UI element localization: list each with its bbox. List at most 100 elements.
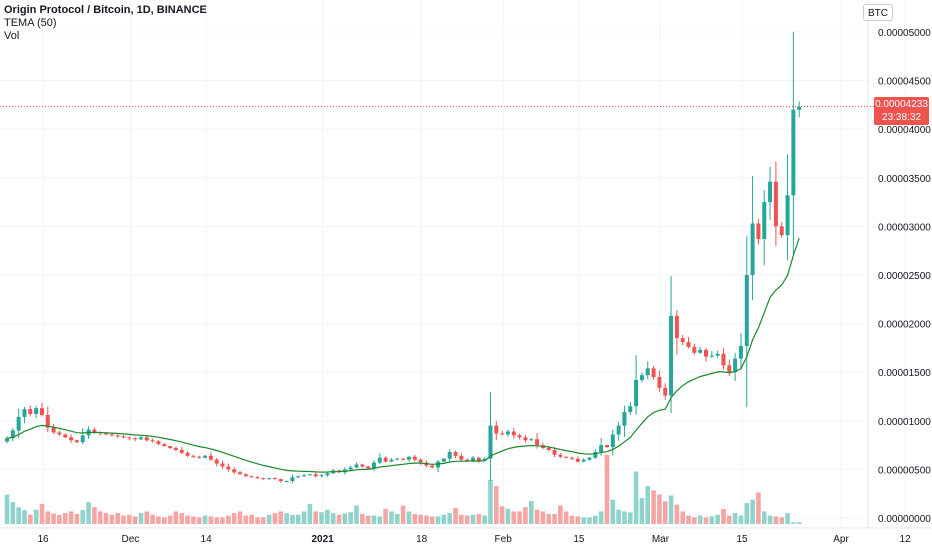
- candle-body: [383, 457, 388, 462]
- candle-body: [750, 223, 755, 275]
- volume-bar: [424, 515, 429, 524]
- y-tick-label: 0.00004000: [878, 125, 931, 136]
- volume-bar: [593, 515, 598, 524]
- candle-body: [179, 449, 184, 453]
- volume-bar: [74, 513, 80, 524]
- volume-bar: [22, 510, 27, 524]
- volume-bar: [546, 513, 552, 524]
- volume-bar: [750, 499, 755, 524]
- candle-body: [692, 346, 697, 353]
- volume-bar: [214, 517, 219, 524]
- volume-bar: [325, 509, 330, 524]
- volume-bar: [447, 513, 452, 524]
- x-tick-label: 2021: [311, 534, 334, 545]
- volume-bar: [692, 517, 697, 524]
- volume-bar: [796, 522, 802, 524]
- currency-button[interactable]: BTC: [863, 4, 893, 21]
- volume-bar: [86, 502, 91, 524]
- volume-bar: [202, 515, 208, 524]
- volume-bar: [616, 509, 621, 524]
- volume-bar: [243, 515, 249, 524]
- candle-body: [535, 439, 540, 446]
- volume-bar: [657, 494, 662, 524]
- volume-bar: [307, 503, 313, 524]
- candle-body: [127, 437, 132, 439]
- volume-bar: [668, 495, 674, 524]
- volume-bar: [476, 513, 482, 524]
- candle-body: [453, 451, 458, 456]
- x-tick-label: 15: [573, 534, 585, 545]
- candle-body: [232, 469, 237, 473]
- candle-body: [16, 416, 21, 431]
- candle-body: [173, 448, 178, 450]
- candle-body: [639, 375, 644, 380]
- candle-body: [80, 435, 85, 443]
- last-price-value: 0.00004233: [875, 99, 928, 110]
- tema-legend[interactable]: TEMA (50): [4, 17, 57, 29]
- volume-bar: [97, 511, 103, 524]
- candle-body: [348, 467, 353, 470]
- candle-body: [360, 464, 365, 467]
- volume-bar: [569, 515, 575, 524]
- x-tick-label: Mar: [652, 534, 670, 545]
- volume-bar: [28, 514, 33, 524]
- candle-body: [773, 181, 778, 227]
- candle-body: [704, 349, 708, 357]
- candle-body: [34, 408, 39, 414]
- volume-bar: [161, 517, 167, 524]
- y-tick-label: 0.00001500: [878, 368, 931, 379]
- y-tick-label: 0.00001000: [878, 417, 931, 428]
- volume-bar: [4, 494, 10, 524]
- candle-body: [226, 466, 231, 470]
- candle-body: [115, 435, 120, 437]
- candle-body: [156, 441, 161, 445]
- volume-bar: [721, 508, 726, 524]
- volume-bar: [80, 510, 86, 524]
- volume-bar: [295, 514, 301, 524]
- volume-bar: [761, 511, 767, 524]
- candle-body: [564, 456, 569, 458]
- symbol-title[interactable]: Origin Protocol / Bitcoin, 1D, BINANCE: [4, 4, 207, 16]
- volume-legend[interactable]: Vol: [4, 30, 20, 42]
- candle-body: [319, 475, 324, 477]
- candle-body: [762, 202, 767, 240]
- volume-bar: [51, 513, 56, 524]
- candle-body: [459, 455, 464, 460]
- candle-body: [22, 409, 27, 417]
- volume-bar: [534, 509, 540, 524]
- volume-bar: [727, 515, 732, 524]
- volume-bar: [429, 516, 435, 524]
- volume-bar: [773, 516, 779, 524]
- candle-body: [669, 315, 674, 396]
- candle-body: [272, 478, 277, 480]
- x-tick-label: 15: [736, 534, 748, 545]
- candle-body: [249, 476, 254, 478]
- volume-bar: [610, 499, 616, 524]
- x-tick-label: Dec: [121, 534, 139, 545]
- x-tick-label: 14: [201, 534, 213, 545]
- candle-body: [785, 195, 790, 236]
- volume-bar: [336, 514, 342, 524]
- candle-body: [366, 466, 371, 469]
- volume-bar: [394, 513, 400, 524]
- last-price-label: 0.00004233 23:38:32: [874, 97, 929, 125]
- candle-body: [5, 438, 9, 442]
- volume-bar: [680, 511, 685, 524]
- candle-body: [406, 456, 411, 460]
- candle-body: [10, 430, 15, 439]
- candle-body: [791, 109, 796, 196]
- y-tick-label: 0.00002500: [878, 271, 931, 282]
- volume-bar: [383, 508, 388, 524]
- volume-bar: [756, 492, 761, 524]
- volume-bar: [523, 507, 528, 524]
- volume-bar: [132, 516, 138, 524]
- volume-bar: [389, 511, 394, 524]
- candle-body: [511, 431, 516, 436]
- candle-body: [517, 435, 522, 438]
- candle-body: [418, 459, 423, 463]
- x-tick-label: Feb: [495, 534, 513, 545]
- volume-bar: [45, 511, 51, 524]
- y-tick-label: 0.00003000: [878, 222, 931, 233]
- volume-bar: [144, 511, 150, 524]
